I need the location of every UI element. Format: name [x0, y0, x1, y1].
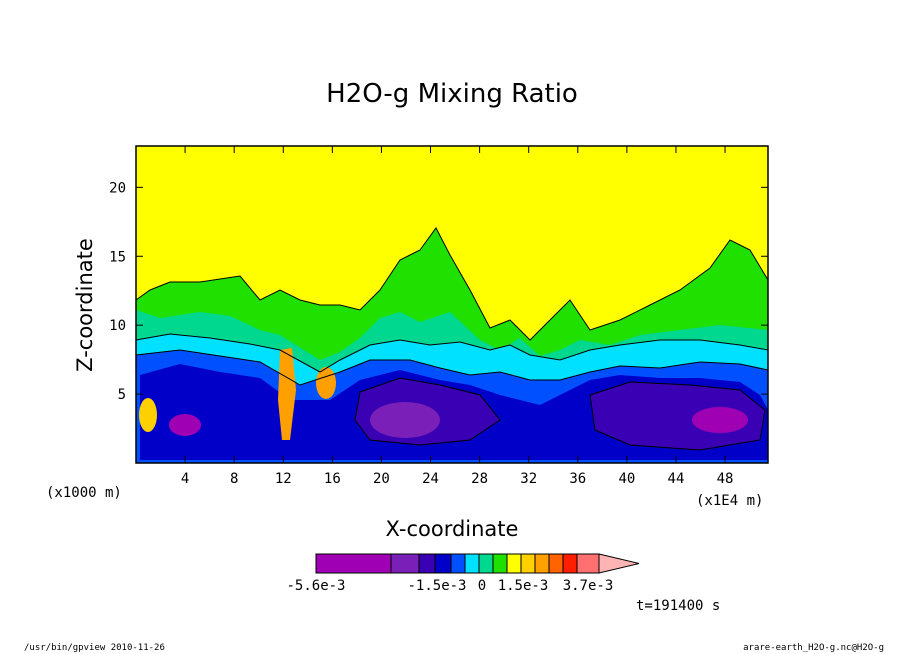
colorbar-swatch [464, 553, 480, 574]
x-tick-label: 40 [618, 471, 635, 487]
x-tick-label: 28 [471, 471, 488, 487]
colorbar-swatch [534, 553, 550, 574]
x-scale-note: (x1E4 m) [696, 493, 763, 509]
contour-pocket-purple-3 [169, 414, 201, 436]
colorbar-label-5: 3.7e-3 [563, 578, 614, 594]
colorbar-label-3: 0 [478, 578, 486, 594]
colorbar-swatch [548, 553, 564, 574]
x-tick-label: 24 [422, 471, 439, 487]
colorbar-swatch [434, 553, 452, 574]
x-tick-label: 12 [275, 471, 292, 487]
contour-pocket-yellow [139, 398, 157, 432]
footer-left: /usr/bin/gpview 2010-11-26 [24, 643, 165, 653]
x-tick-label: 48 [717, 471, 734, 487]
colorbar-swatch [562, 553, 578, 574]
footer-right: arare-earth_H2O-g.nc@H2O-g [743, 643, 884, 653]
plot-frame [135, 145, 769, 464]
y-tick-label: 10 [109, 318, 126, 334]
y-tick-label: 20 [109, 180, 126, 196]
colorbar-label-2: -1.5e-3 [407, 578, 466, 594]
contour-pocket-purple-2 [692, 407, 748, 433]
colorbar-swatch [478, 553, 494, 574]
colorbar-swatch [576, 553, 600, 574]
y-tick-label: 5 [118, 387, 126, 403]
y-tick-label: 15 [109, 249, 126, 265]
x-tick-label: 8 [230, 471, 238, 487]
contour-pocket-orange-1 [278, 348, 296, 440]
colorbar-swatch [492, 553, 508, 574]
colorbar [315, 553, 640, 574]
y-scale-note: (x1000 m) [46, 485, 122, 501]
x-axis-label: X-coordinate [386, 517, 519, 541]
contour-pocket-purple-1 [370, 402, 440, 438]
x-tick-label: 32 [520, 471, 537, 487]
contour-band-darkblue-2 [590, 382, 765, 450]
colorbar-swatch [315, 553, 392, 574]
colorbar-label-1: -5.6e-3 [286, 578, 345, 594]
colorbar-arrow [598, 553, 640, 574]
colorbar-swatch [520, 553, 536, 574]
x-tick-label: 36 [569, 471, 586, 487]
colorbar-swatch [506, 553, 522, 574]
x-tick-label: 44 [668, 471, 685, 487]
x-tick-label: 4 [181, 471, 189, 487]
colorbar-swatch [450, 553, 466, 574]
x-tick-label: 16 [324, 471, 341, 487]
colorbar-swatch [390, 553, 420, 574]
y-axis-label: Z-coordinate [73, 238, 97, 372]
colorbar-swatch [418, 553, 436, 574]
contour-lines [135, 227, 769, 451]
time-label: t=191400 s [636, 598, 720, 614]
x-tick-label: 20 [373, 471, 390, 487]
colorbar-label-4: 1.5e-3 [498, 578, 549, 594]
chart-title: H2O-g Mixing Ratio [326, 79, 578, 109]
